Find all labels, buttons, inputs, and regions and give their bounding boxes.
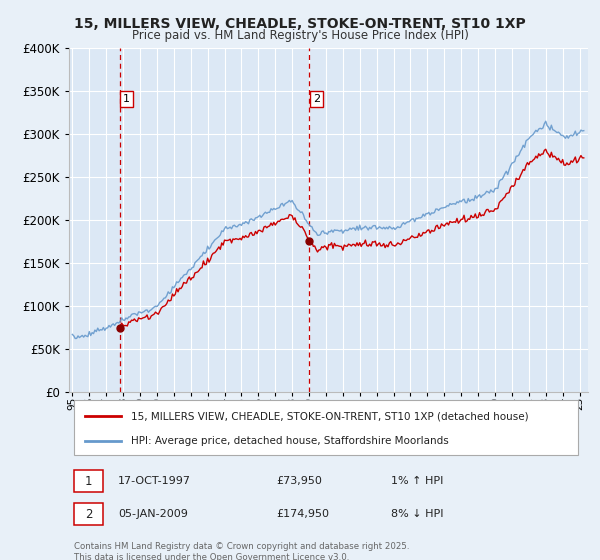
Text: £73,950: £73,950 bbox=[277, 476, 322, 486]
Text: HPI: Average price, detached house, Staffordshire Moorlands: HPI: Average price, detached house, Staf… bbox=[131, 436, 449, 446]
Bar bbox=[74, 400, 578, 455]
Text: 8% ↓ HPI: 8% ↓ HPI bbox=[391, 509, 443, 519]
Text: £174,950: £174,950 bbox=[277, 509, 329, 519]
Text: 2: 2 bbox=[313, 94, 320, 104]
Text: 2: 2 bbox=[85, 507, 92, 521]
Bar bbox=[74, 503, 103, 525]
Text: 15, MILLERS VIEW, CHEADLE, STOKE-ON-TRENT, ST10 1XP (detached house): 15, MILLERS VIEW, CHEADLE, STOKE-ON-TREN… bbox=[131, 411, 529, 421]
Text: 1: 1 bbox=[123, 94, 130, 104]
Text: Contains HM Land Registry data © Crown copyright and database right 2025.
This d: Contains HM Land Registry data © Crown c… bbox=[74, 542, 410, 560]
Text: 15, MILLERS VIEW, CHEADLE, STOKE-ON-TRENT, ST10 1XP: 15, MILLERS VIEW, CHEADLE, STOKE-ON-TREN… bbox=[74, 17, 526, 31]
Text: 05-JAN-2009: 05-JAN-2009 bbox=[118, 509, 188, 519]
Text: 1: 1 bbox=[85, 474, 92, 488]
Text: Price paid vs. HM Land Registry's House Price Index (HPI): Price paid vs. HM Land Registry's House … bbox=[131, 29, 469, 42]
Bar bbox=[74, 470, 103, 492]
Text: 17-OCT-1997: 17-OCT-1997 bbox=[118, 476, 191, 486]
Text: 1% ↑ HPI: 1% ↑ HPI bbox=[391, 476, 443, 486]
